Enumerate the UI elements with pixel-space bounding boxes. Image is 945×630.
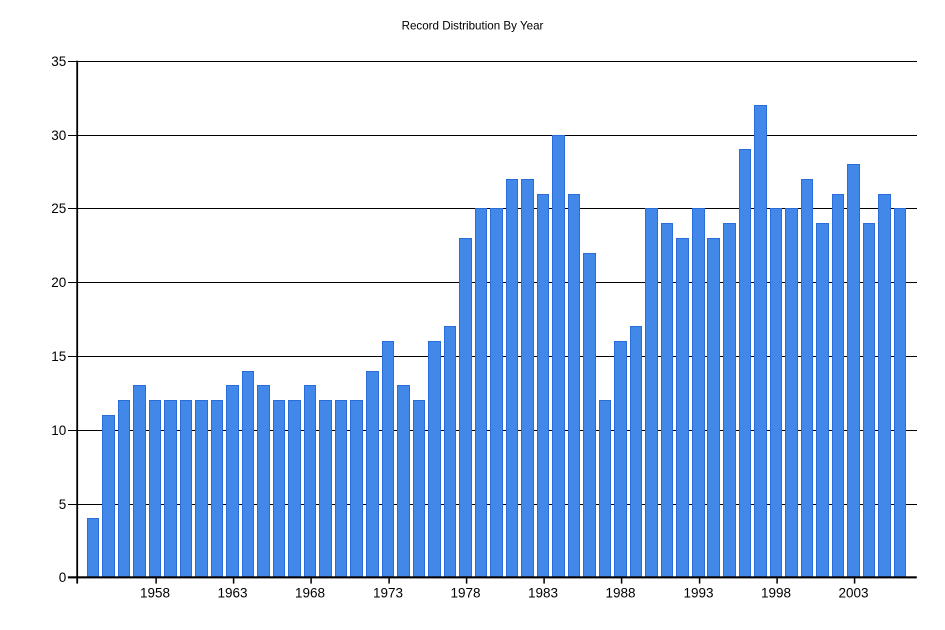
svg-text:2003: 2003 [838, 585, 868, 600]
svg-text:10: 10 [51, 423, 66, 438]
svg-text:1998: 1998 [761, 585, 791, 600]
svg-text:1978: 1978 [450, 585, 480, 600]
svg-text:1993: 1993 [683, 585, 713, 600]
svg-text:1968: 1968 [295, 585, 325, 600]
svg-text:15: 15 [51, 349, 66, 364]
svg-text:1973: 1973 [373, 585, 403, 600]
svg-text:30: 30 [51, 128, 66, 143]
svg-text:1963: 1963 [217, 585, 247, 600]
svg-text:5: 5 [59, 497, 67, 512]
svg-text:0: 0 [59, 570, 67, 585]
svg-text:1958: 1958 [140, 585, 170, 600]
svg-text:1983: 1983 [528, 585, 558, 600]
svg-text:20: 20 [51, 275, 66, 290]
svg-text:35: 35 [51, 54, 66, 69]
svg-text:1988: 1988 [605, 585, 635, 600]
svg-text:Record Distribution By Year: Record Distribution By Year [402, 20, 544, 33]
svg-text:25: 25 [51, 201, 66, 216]
